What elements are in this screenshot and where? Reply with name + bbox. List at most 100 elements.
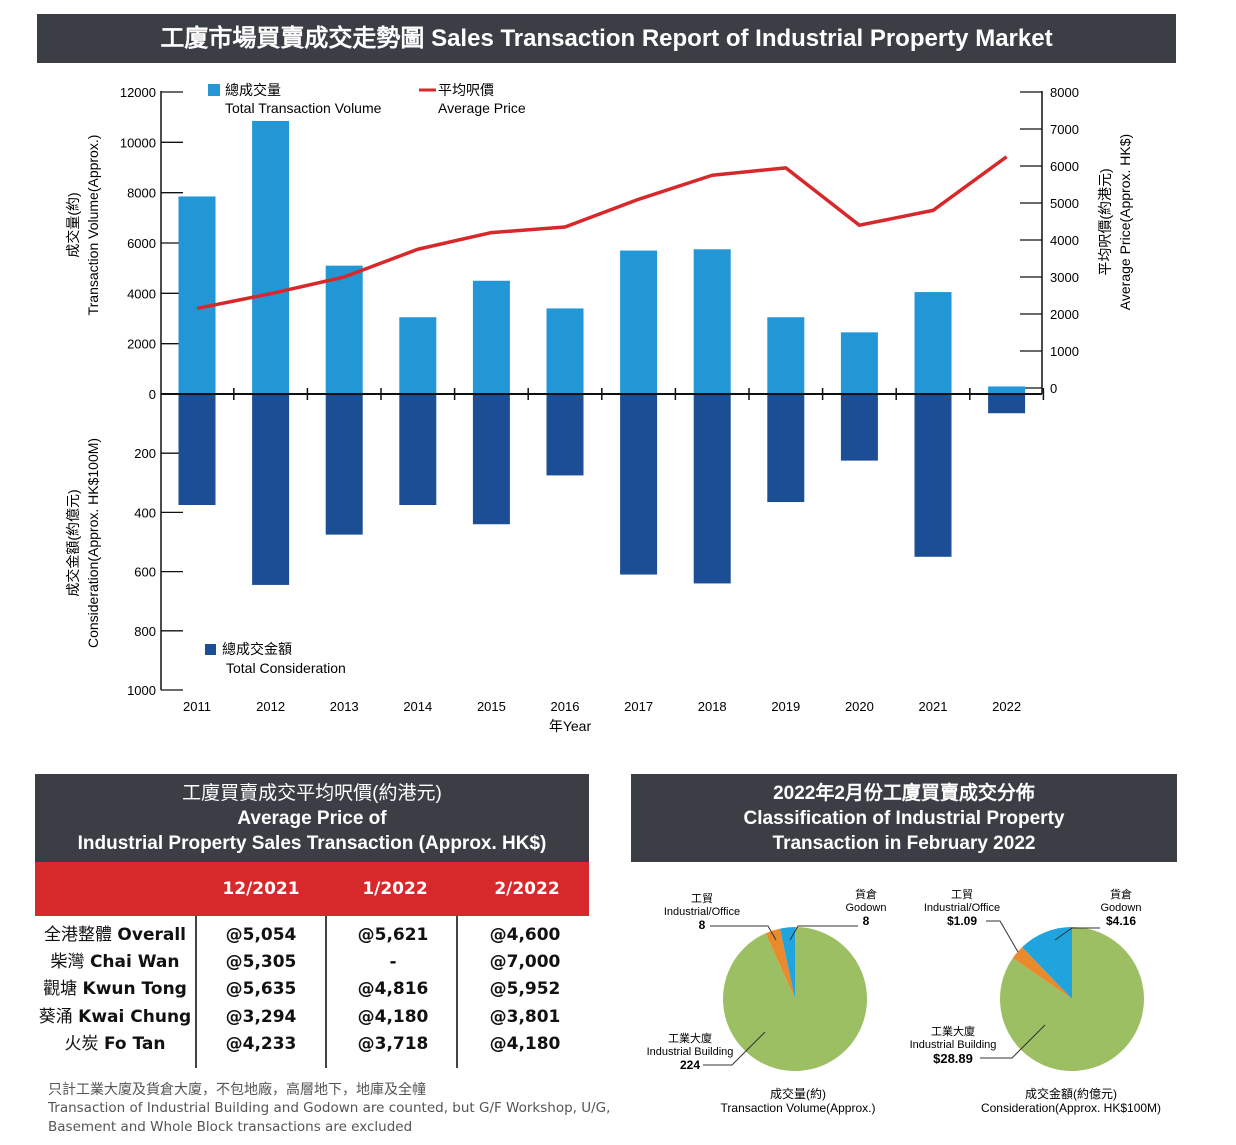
- y-lower-label-zh: 成交金額(約億元): [65, 489, 81, 596]
- y-right-label-en: Average Price(Approx. HK$): [1117, 134, 1133, 310]
- column-divider: [195, 916, 197, 1068]
- table-cell: @4,180: [357, 1006, 429, 1027]
- pie2-caption-en: Consideration(Approx. HK$100M): [981, 1101, 1161, 1115]
- row-label-zh: 火炭: [64, 1033, 99, 1054]
- x-tick-label: 2015: [477, 699, 506, 714]
- row-label-en: Chai Wan: [89, 952, 180, 973]
- pie1-ib-en: Industrial Building: [647, 1046, 734, 1058]
- pie1-ib-zh: 工業大廈: [668, 1031, 712, 1045]
- consideration-bar: [546, 394, 584, 476]
- table-cell: @5,952: [489, 979, 561, 1000]
- row-label-zh: 葵涌: [38, 1006, 73, 1027]
- avg-price-title-en1: Average Price of: [237, 807, 387, 829]
- volume-bar: [178, 196, 216, 394]
- avg-price-title-zh: 工廈買賣成交平均呎價(約港元): [182, 782, 442, 804]
- x-tick-label: 2012: [256, 699, 285, 714]
- volume-bar: [914, 292, 952, 394]
- pie1-ib-value: 224: [680, 1058, 700, 1072]
- classification-title-en1: Classification of Industrial Property: [743, 807, 1065, 829]
- volume-bar: [252, 120, 290, 395]
- consideration-bar: [840, 394, 878, 461]
- legend-consideration-zh: 總成交金額: [222, 641, 292, 657]
- y-upper-tick-label: 8000: [127, 186, 156, 201]
- table-cell: @5,621: [357, 925, 429, 945]
- avg-price-title: 工廈買賣成交平均呎價(約港元) Average Price of Industr…: [35, 774, 589, 862]
- pie2-caption-zh: 成交金額(約億元): [1025, 1086, 1117, 1101]
- table-cell: @4,180: [489, 1033, 561, 1054]
- note-en-2: Basement and Whole Block transactions ar…: [48, 1119, 413, 1135]
- table-cell: @3,294: [225, 1006, 297, 1027]
- column-header: 2/2022: [494, 879, 560, 899]
- pie1-gd-leader: [789, 925, 858, 941]
- consideration-bar: [914, 394, 952, 557]
- y-right-label-zh: 平均呎價(約港元): [1097, 168, 1113, 275]
- classification-title-zh: 2022年2月份工廈買賣成交分佈: [773, 782, 1035, 804]
- pie1-io-zh: 工貿: [691, 892, 713, 905]
- column-divider: [456, 916, 458, 1068]
- volume-bar: [693, 249, 731, 394]
- consideration-bar: [325, 394, 363, 535]
- row-label-en: Kwun Tong: [82, 979, 187, 1000]
- pie1-gd-value: 8: [863, 914, 870, 928]
- consideration-bar: [620, 394, 658, 575]
- table-row-label: 全港整體 Overall: [37, 922, 193, 949]
- table-cell: @3,801: [489, 1006, 561, 1027]
- y-upper-tick-label: 12000: [120, 85, 156, 100]
- pie1-ib-leader: [703, 1031, 766, 1066]
- x-tick-label: 2020: [845, 699, 874, 714]
- table-cell: @4,600: [489, 925, 561, 945]
- main-chart: 成交量(約) Transaction Volume(Approx.) 成交金額(…: [65, 82, 1133, 734]
- y-lower-tick-label: 600: [134, 565, 156, 580]
- pie1-io-leader: [710, 925, 777, 941]
- table-cell: @5,635: [225, 979, 297, 1000]
- x-tick-label: 2019: [771, 699, 800, 714]
- pie2-ib-en: Industrial Building: [910, 1039, 997, 1051]
- legend-volume-swatch: [208, 84, 220, 96]
- y-right-tick-label: 7000: [1050, 122, 1079, 137]
- y-upper-tick-label: 2000: [127, 337, 156, 352]
- row-label-zh: 觀塘: [43, 979, 78, 1000]
- y-upper-tick-label: 4000: [127, 286, 156, 301]
- volume-bar: [546, 308, 584, 394]
- pie2-gd-en: Godown: [1101, 902, 1142, 914]
- pie1-io-en: Industrial/Office: [664, 906, 740, 918]
- classification-title: 2022年2月份工廈買賣成交分佈 Classification of Indus…: [631, 774, 1177, 862]
- consideration-bar: [472, 394, 510, 525]
- pie-slice: [1012, 947, 1072, 999]
- pie1-io-value: 8: [699, 918, 706, 932]
- pie2-gd-value: $4.16: [1106, 914, 1136, 928]
- row-label-zh: 柴灣: [50, 952, 85, 973]
- volume-bar: [988, 386, 1026, 394]
- y-right-tick-label: 5000: [1050, 196, 1079, 211]
- y-lower-label-en: Consideration(Approx. HK$100M): [85, 438, 101, 648]
- avg-price-title-en2: Industrial Property Sales Transaction (A…: [77, 832, 547, 854]
- y-right-tick-label: 4000: [1050, 233, 1079, 248]
- table-cell: @5,054: [225, 925, 297, 945]
- volume-bar: [840, 332, 878, 394]
- y-right-tick-label: 0: [1050, 381, 1057, 396]
- x-tick-label: 2014: [403, 699, 432, 714]
- consideration-bar: [252, 394, 290, 585]
- pie2-io-en: Industrial/Office: [924, 902, 1000, 914]
- column-header: 12/2021: [222, 879, 300, 899]
- volume-bar: [767, 317, 805, 394]
- legend-volume-zh: 總成交量: [225, 82, 281, 98]
- pie2-io-zh: 工貿: [951, 888, 973, 901]
- volume-bar: [399, 317, 437, 394]
- note-en-1: Transaction of Industrial Building and G…: [48, 1100, 611, 1116]
- pie2-gd-leader: [1054, 927, 1100, 941]
- legend-consideration-swatch: [205, 644, 216, 655]
- table-row-label: 柴灣 Chai Wan: [37, 949, 193, 976]
- table-cell: @4,816: [357, 979, 429, 1000]
- price-line: [196, 155, 1008, 311]
- volume-bar: [325, 265, 363, 394]
- y-lower-tick-label: 400: [134, 505, 156, 520]
- y-lower-tick-label: 800: [134, 624, 156, 639]
- x-tick-label: 2011: [183, 699, 211, 714]
- pie2-ib-leader: [980, 1024, 1046, 1059]
- classification-pies: 工貿 Industrial/Office 8 貨倉 Godown 8 工業大廈 …: [647, 887, 1161, 1115]
- table-cell: @4,233: [225, 1033, 297, 1054]
- pie2-io-leader: [986, 920, 1019, 953]
- consideration-bar: [399, 394, 437, 505]
- consideration-bar: [693, 394, 731, 584]
